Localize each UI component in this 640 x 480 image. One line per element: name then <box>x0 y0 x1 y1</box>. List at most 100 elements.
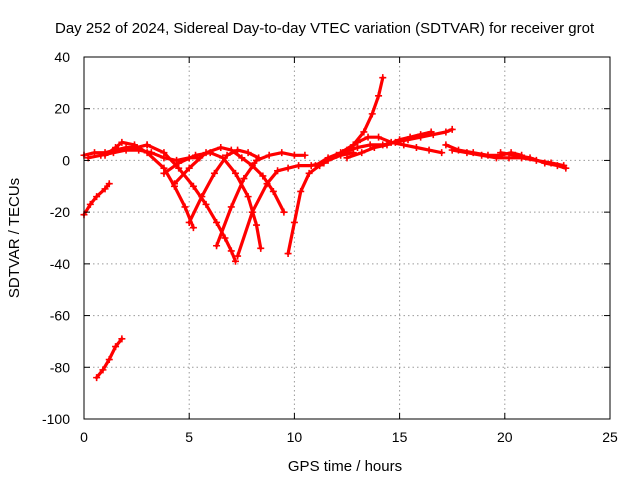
data-series <box>80 74 570 382</box>
data-point <box>185 164 193 172</box>
data-point <box>412 144 420 151</box>
data-point <box>223 151 231 159</box>
data-point <box>442 128 450 136</box>
series-line <box>334 135 444 157</box>
data-point <box>221 234 229 242</box>
data-point <box>253 156 261 164</box>
series-arc-19 <box>497 149 570 172</box>
data-point <box>562 164 570 172</box>
data-point <box>93 374 101 382</box>
data-point <box>526 154 534 162</box>
data-point <box>143 149 151 157</box>
data-point <box>210 169 218 177</box>
series-arc-16 <box>343 128 435 162</box>
data-point <box>253 221 261 229</box>
x-tick-label: 25 <box>602 429 618 445</box>
data-point <box>118 335 126 343</box>
data-point <box>284 250 292 258</box>
data-point <box>278 149 286 157</box>
data-point <box>112 343 120 351</box>
data-point <box>290 151 298 159</box>
data-point <box>175 159 183 167</box>
grid-lines <box>84 57 610 419</box>
data-point <box>417 131 425 139</box>
data-point <box>368 110 376 118</box>
data-point <box>240 175 248 183</box>
data-point <box>332 151 340 159</box>
data-point <box>231 169 239 177</box>
data-point <box>396 136 404 144</box>
data-point <box>160 149 168 157</box>
x-tick-label: 20 <box>497 429 513 445</box>
chart-title: Day 252 of 2024, Sidereal Day-to-day VTE… <box>55 20 595 37</box>
data-point <box>248 208 256 216</box>
data-point <box>324 154 332 162</box>
series-line <box>341 127 454 155</box>
data-point <box>448 146 456 154</box>
data-point <box>198 193 206 201</box>
data-point <box>400 141 408 149</box>
data-point <box>160 169 168 177</box>
data-point <box>234 146 242 154</box>
y-tick-label: -60 <box>50 308 70 324</box>
plot-frame <box>83 56 611 420</box>
series-arc-06 <box>143 141 239 265</box>
data-point <box>297 187 305 195</box>
y-tick-label: -80 <box>50 359 70 375</box>
series-line <box>313 76 385 168</box>
series-arc-10 <box>213 149 309 250</box>
data-point <box>553 162 561 170</box>
data-point <box>265 151 273 159</box>
data-point <box>290 218 298 226</box>
data-point <box>105 180 113 188</box>
x-tick-label: 5 <box>185 429 193 445</box>
data-point <box>370 144 378 151</box>
data-point <box>425 146 433 154</box>
series-arc-18 <box>448 146 568 170</box>
y-tick-label: -100 <box>42 411 70 427</box>
data-point <box>280 208 288 216</box>
data-point <box>284 164 292 172</box>
data-point <box>105 356 113 364</box>
x-axis-title: GPS time / hours <box>288 458 402 475</box>
data-point <box>358 149 366 157</box>
x-tick-label: 10 <box>287 429 303 445</box>
data-point <box>339 149 347 157</box>
data-point <box>238 154 246 162</box>
y-tick-label: 0 <box>62 152 70 168</box>
y-tick-label: -20 <box>50 204 70 220</box>
data-point <box>202 149 210 157</box>
y-tick-label: 20 <box>54 101 70 117</box>
data-point <box>511 151 519 159</box>
data-point <box>86 200 94 208</box>
y-tick-label: -40 <box>50 256 70 272</box>
data-point <box>244 193 252 201</box>
series-line <box>286 151 355 256</box>
data-point <box>354 144 362 151</box>
data-point <box>492 154 500 162</box>
data-point <box>406 133 414 141</box>
data-point <box>170 180 178 188</box>
data-point <box>463 149 471 157</box>
data-point <box>438 149 446 157</box>
data-point <box>227 247 235 255</box>
data-point <box>213 242 221 250</box>
axis-ticks: 0 5 10 15 20 25 40 20 0 -20 -40 -60 -80 -100 <box>42 49 618 445</box>
data-point <box>366 141 374 149</box>
data-point <box>497 149 505 157</box>
data-point <box>383 141 391 149</box>
data-point <box>202 200 210 208</box>
data-point <box>301 151 309 159</box>
data-point <box>101 185 109 193</box>
data-point <box>541 159 549 167</box>
x-tick-label: 0 <box>80 429 88 445</box>
data-point <box>364 133 372 141</box>
data-point <box>244 149 252 157</box>
data-point <box>231 257 239 265</box>
y-tick-label: 40 <box>54 49 70 65</box>
data-point <box>101 151 109 159</box>
data-point <box>448 125 456 133</box>
data-point <box>93 193 101 201</box>
data-point <box>269 187 277 195</box>
